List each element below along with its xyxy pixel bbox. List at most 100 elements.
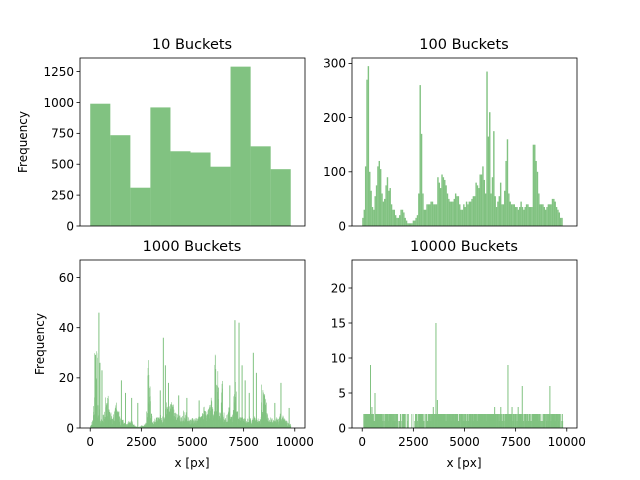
histogram-spike [556, 414, 558, 428]
histogram-bar [192, 419, 193, 428]
histogram-bar [426, 204, 428, 226]
histogram-bar [110, 412, 112, 428]
histogram-bar [382, 414, 384, 428]
histogram-spike [125, 392, 126, 428]
histogram-bar [529, 414, 530, 428]
x-tick-label: 0 [86, 435, 94, 449]
histogram-bar [94, 353, 96, 428]
histogram-bar [526, 421, 527, 428]
histogram-bar [147, 367, 149, 428]
histogram-bar [422, 421, 424, 428]
histogram-bar [182, 415, 183, 428]
y-tick-label: 300 [323, 57, 346, 71]
histogram-bar [90, 103, 111, 226]
histogram-bar [523, 414, 525, 428]
histogram-bar [189, 421, 190, 428]
histogram-bar [167, 406, 169, 428]
histogram-bar [497, 421, 499, 428]
histogram-bar [558, 421, 559, 428]
histogram-bar [408, 414, 410, 428]
y-tick-label: 500 [51, 158, 74, 172]
histogram-bar [434, 204, 436, 226]
histogram-bar [424, 209, 427, 226]
histogram-bar [290, 423, 291, 428]
histogram-bar [539, 204, 541, 226]
histogram-spike [255, 372, 257, 428]
histogram-bar [460, 414, 462, 428]
histogram-bar [103, 416, 105, 428]
histogram-bar [509, 414, 511, 428]
histogram-spike [374, 393, 376, 428]
histogram-bar [196, 421, 198, 428]
histogram-bar [527, 204, 529, 226]
histogram-bar [468, 201, 471, 226]
histogram-bar [418, 414, 419, 428]
histogram-bar [456, 196, 458, 226]
y-tick-label: 10 [331, 351, 346, 365]
histogram-spike [507, 365, 509, 428]
histogram-bar [470, 421, 472, 428]
histogram-bar [558, 414, 560, 428]
histogram-bar [536, 171, 539, 226]
histogram-bar [150, 401, 151, 428]
histogram-bar [132, 423, 133, 428]
histogram-bar [414, 220, 416, 226]
histogram-bar [438, 414, 440, 428]
histogram-bar [123, 422, 124, 428]
histogram-bar [528, 421, 529, 428]
x-axis-label: x [px] [447, 456, 482, 470]
histogram-spike [137, 402, 139, 428]
histogram-bar [449, 414, 451, 428]
histogram-bar [400, 209, 402, 226]
histogram-bar [404, 414, 406, 428]
histogram-spike [435, 323, 437, 428]
histogram-bar [130, 187, 151, 226]
histogram-bar [557, 209, 559, 226]
histogram-bar [390, 204, 393, 226]
histogram-bar [423, 209, 426, 226]
histogram-bar [532, 144, 535, 226]
histogram-bar [401, 414, 403, 428]
histogram-spike [167, 382, 169, 428]
histogram-bar [392, 209, 394, 226]
histogram-bar [498, 414, 499, 428]
histogram-bar [243, 419, 244, 428]
histogram-bar [394, 215, 397, 226]
histogram-spike [248, 392, 250, 428]
y-tick-label: 0 [66, 219, 74, 233]
histogram-bar [529, 207, 532, 226]
histogram-bar [399, 215, 401, 226]
histogram-bar [510, 204, 513, 226]
histogram-bar [509, 414, 510, 428]
histogram-bar [431, 201, 434, 226]
histogram-bar [540, 204, 543, 226]
histogram-spike [388, 414, 390, 428]
histogram-bar [431, 421, 433, 428]
histogram-bar [513, 204, 516, 226]
histogram-spike [131, 397, 133, 428]
histogram-bar [489, 112, 491, 226]
histogram-bar [478, 188, 480, 226]
histogram-bar [396, 414, 398, 428]
histogram-bar [139, 426, 141, 428]
histogram-bar [405, 414, 407, 428]
histogram-bar [513, 421, 514, 428]
histogram-bar [186, 416, 187, 428]
histogram-bar [535, 160, 537, 226]
histogram-bar [127, 422, 129, 428]
histogram-bar [146, 411, 147, 428]
histogram-bar [464, 207, 466, 226]
histogram-bar [117, 411, 119, 428]
histogram-bar [544, 414, 546, 428]
histogram-bar [103, 415, 104, 428]
bars [90, 66, 291, 226]
histogram-bar [521, 414, 523, 428]
histogram-bar [411, 414, 412, 428]
histogram-bar [472, 196, 475, 226]
y-axis-label: Frequency [33, 313, 47, 375]
histogram-bar [467, 421, 469, 428]
histogram-bar [252, 422, 253, 428]
histogram-bar [396, 414, 397, 428]
histogram-bar [276, 417, 277, 428]
